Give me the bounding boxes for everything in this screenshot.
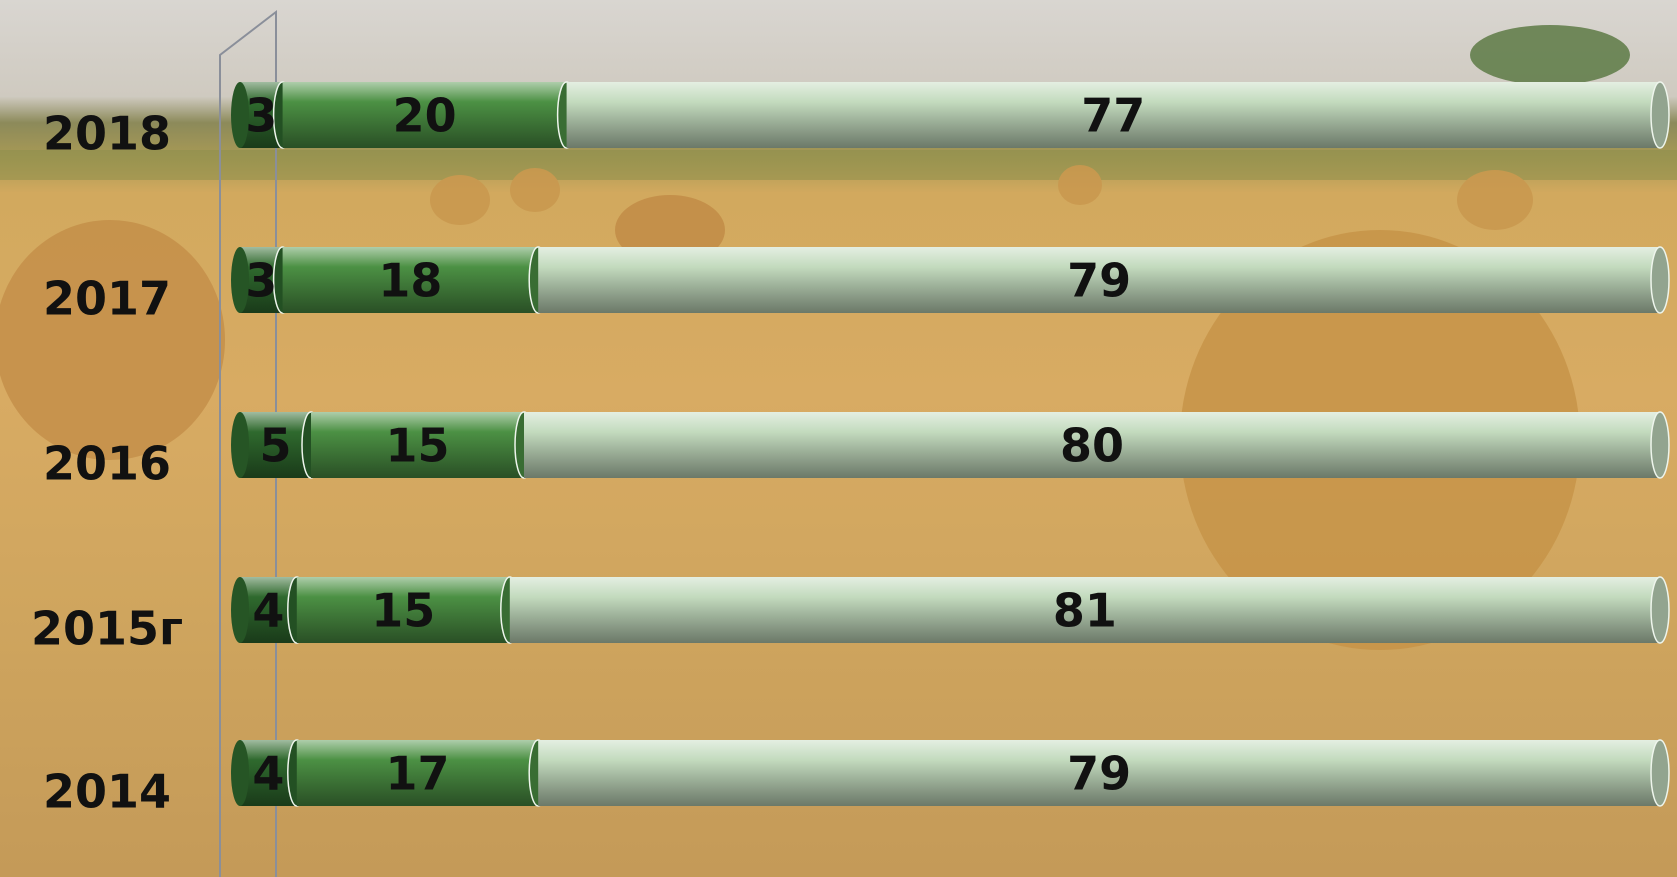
y-tick-label: 2018	[43, 107, 171, 161]
data-label: 80	[1060, 419, 1124, 473]
bar-cap	[1651, 247, 1669, 313]
bar-start-cap	[231, 577, 249, 643]
page: 2018 3 20 77 2017 3 18 79 2016 5 15 80 2015г 4 15 81 201…	[0, 0, 1677, 877]
bar-start-cap	[231, 247, 249, 313]
data-label: 20	[393, 89, 457, 143]
y-tick-label: 2016	[43, 437, 171, 491]
chart: 2018 3 20 77 2017 3 18 79 2016 5 15 80 2015г 4 15 81 201…	[0, 0, 1677, 877]
bar-start-cap	[231, 740, 249, 806]
y-tick-label: 2014	[43, 765, 171, 819]
data-label: 3	[245, 89, 277, 143]
bar-cap	[1651, 740, 1669, 806]
y-tick-label: 2017	[43, 272, 171, 326]
data-label: 81	[1053, 584, 1117, 638]
y-tick-label: 2015г	[31, 602, 183, 656]
data-label: 15	[385, 419, 449, 473]
data-label: 79	[1067, 747, 1131, 801]
bar-start-cap	[231, 82, 249, 148]
bar-cap	[1651, 412, 1669, 478]
bar-cap	[1651, 577, 1669, 643]
data-label: 3	[245, 254, 277, 308]
data-label: 77	[1081, 89, 1145, 143]
data-label: 17	[385, 747, 449, 801]
data-label: 18	[378, 254, 442, 308]
bar-cap	[1651, 82, 1669, 148]
data-label: 79	[1067, 254, 1131, 308]
data-label: 15	[371, 584, 435, 638]
data-label: 4	[252, 747, 284, 801]
bar-start-cap	[231, 412, 249, 478]
data-label: 5	[259, 419, 291, 473]
data-label: 4	[252, 584, 284, 638]
